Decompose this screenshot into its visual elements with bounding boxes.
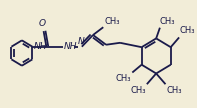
Text: CH₃: CH₃ bbox=[130, 86, 146, 95]
Text: O: O bbox=[39, 19, 46, 28]
Text: CH₃: CH₃ bbox=[116, 74, 131, 83]
Text: CH₃: CH₃ bbox=[166, 86, 182, 95]
Text: NH: NH bbox=[64, 42, 78, 51]
Text: NH: NH bbox=[33, 42, 47, 51]
Text: CH₃: CH₃ bbox=[179, 26, 195, 36]
Text: N: N bbox=[78, 37, 85, 46]
Text: CH₃: CH₃ bbox=[160, 17, 175, 26]
Text: CH₃: CH₃ bbox=[104, 17, 120, 26]
